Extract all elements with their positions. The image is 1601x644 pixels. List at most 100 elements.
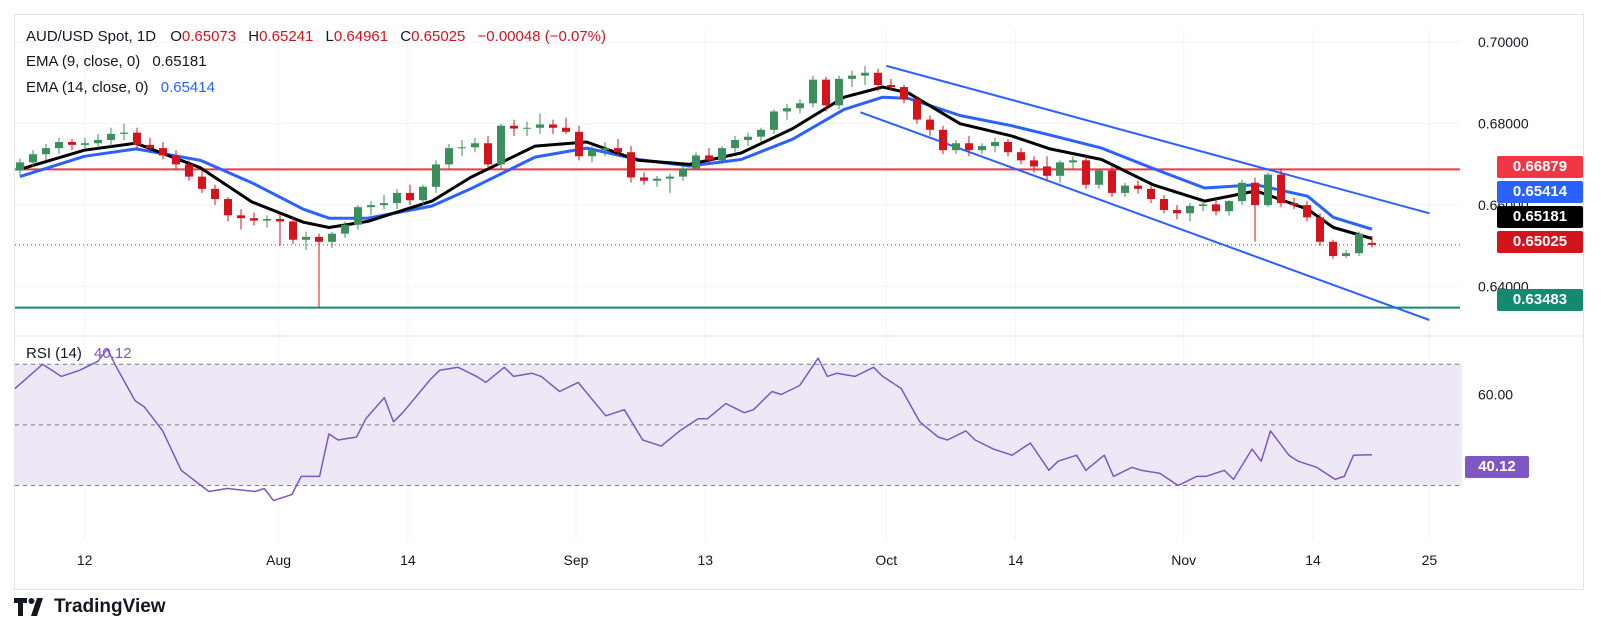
- candle-up: [302, 236, 310, 240]
- candle-down: [159, 148, 167, 156]
- candle-down: [1212, 204, 1220, 212]
- candle-up: [419, 186, 427, 201]
- ema14-line: [19, 95, 1373, 231]
- candle-down: [1030, 160, 1038, 167]
- candle-up: [471, 143, 479, 148]
- candle-up: [120, 132, 128, 134]
- ema9-value: 0.65181: [152, 53, 207, 70]
- candle-down: [874, 72, 882, 85]
- candle-up: [328, 233, 336, 242]
- candle-down: [1368, 242, 1376, 245]
- candle-up: [1355, 233, 1363, 254]
- candle-down: [510, 125, 518, 129]
- candle-down: [68, 142, 76, 145]
- candle-down: [289, 221, 297, 240]
- candle-down: [822, 79, 830, 106]
- candle-up: [107, 133, 115, 140]
- ema9-legend: EMA (9, close, 0) 0.65181: [26, 53, 207, 70]
- candle-down: [146, 144, 154, 149]
- ema9-line: [19, 85, 1373, 240]
- ema14-value: 0.65414: [160, 79, 215, 96]
- candle-up: [341, 224, 349, 234]
- candle-up: [16, 162, 24, 171]
- candle-down: [250, 218, 258, 221]
- candle-down: [1108, 170, 1116, 193]
- date-axis: 12 Aug 14 Sep 13 Oct 14 Nov 14 25: [77, 552, 1438, 568]
- candle-down: [1147, 188, 1155, 200]
- ohlc-legend: AUD/USD Spot, 1D O0.65073 H0.65241 L0.64…: [26, 28, 606, 45]
- candle-down: [640, 177, 648, 181]
- candle-up: [393, 192, 401, 204]
- candle-up: [1121, 185, 1129, 193]
- candle-down: [1290, 203, 1298, 206]
- low-label: L: [325, 28, 334, 45]
- open-label: O: [170, 28, 182, 45]
- resistance-price-label: 0.66879: [1497, 156, 1583, 178]
- close-value: 0.65025: [411, 28, 466, 45]
- candle-up: [1199, 204, 1207, 206]
- chart-frame: [14, 14, 1584, 590]
- high-value: 0.65241: [259, 28, 314, 45]
- date-tick-label: 14: [1305, 552, 1321, 568]
- candle-up: [380, 203, 388, 206]
- candle-up: [796, 103, 804, 109]
- candle-up: [809, 79, 817, 104]
- price-pane: [15, 64, 1460, 321]
- candle-down: [549, 124, 557, 128]
- date-tick-label: 14: [400, 552, 416, 568]
- candle-down: [1329, 241, 1337, 257]
- candle-up: [445, 148, 453, 165]
- channel-upper-line: [886, 64, 1430, 215]
- date-tick-label: 25: [1422, 552, 1438, 568]
- candle-up: [523, 127, 531, 129]
- candle-down: [1173, 210, 1181, 214]
- candle-down: [614, 148, 622, 153]
- candle-down: [133, 132, 141, 145]
- ema14-price-label: 0.65414: [1497, 181, 1583, 203]
- candle-down: [575, 131, 583, 157]
- candle-down: [1004, 142, 1012, 153]
- candle-down: [705, 155, 713, 161]
- candle-down: [276, 218, 284, 222]
- ema9-label: EMA (9, close, 0): [26, 53, 141, 70]
- candle-up: [770, 111, 778, 130]
- candle-up: [588, 150, 596, 157]
- candle-up: [1095, 170, 1103, 185]
- tradingview-logo-icon: [14, 598, 43, 616]
- candle-up: [848, 75, 856, 79]
- candle-up: [718, 148, 726, 161]
- candle-down: [1160, 199, 1168, 211]
- date-tick-label: 14: [1008, 552, 1024, 568]
- candle-up: [731, 139, 739, 149]
- candle-down: [198, 176, 206, 189]
- candle-down: [1134, 185, 1142, 189]
- candle-up: [783, 108, 791, 112]
- rsi-label: RSI (14): [26, 345, 82, 362]
- candle-up: [978, 146, 986, 151]
- candle-up: [1238, 182, 1246, 202]
- candle-down: [315, 236, 323, 242]
- rsi-legend: RSI (14) 40.12: [26, 345, 132, 362]
- symbol-name: AUD/USD Spot, 1D: [26, 28, 157, 45]
- candle-up: [1186, 205, 1194, 214]
- candle-up: [1069, 160, 1077, 163]
- candle-up: [692, 155, 700, 169]
- candle-up: [1342, 253, 1350, 257]
- price-tick-label: 0.70000: [1478, 34, 1529, 50]
- candle-up: [601, 148, 609, 151]
- ema9-price-label: 0.65181: [1497, 206, 1583, 228]
- candle-down: [406, 192, 414, 201]
- candle-down: [1017, 152, 1025, 161]
- candle-up: [94, 139, 102, 144]
- candle-down: [211, 188, 219, 200]
- candle-down: [1251, 182, 1259, 206]
- price-tick-label: 0.68000: [1478, 116, 1529, 132]
- candle-down: [627, 152, 635, 178]
- candle-up: [1225, 201, 1233, 212]
- candle-down: [1303, 205, 1311, 218]
- candle-down: [913, 99, 921, 120]
- date-tick-label: 13: [698, 552, 714, 568]
- candle-down: [237, 215, 245, 219]
- candle-up: [653, 178, 661, 181]
